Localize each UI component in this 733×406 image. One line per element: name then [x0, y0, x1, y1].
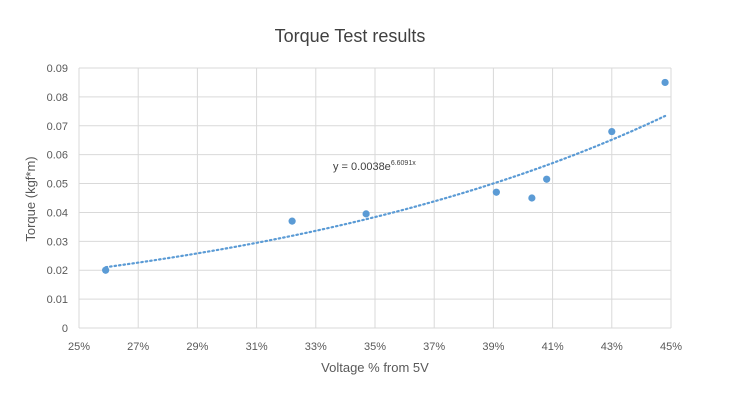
x-tick-label: 31%	[246, 341, 268, 353]
y-tick-label: 0	[62, 323, 68, 335]
data-point	[661, 78, 669, 87]
y-tick-label: 0.08	[47, 92, 68, 104]
x-tick-label: 43%	[601, 341, 623, 353]
x-axis-label: Voltage % from 5V	[321, 360, 429, 375]
x-tick-label: 25%	[68, 341, 90, 353]
x-tick-labels: 25% 27% 29% 31% 33% 35% 37% 39% 41% 43% 45%	[68, 341, 682, 353]
y-tick-label: 0.06	[47, 150, 68, 162]
data-point	[528, 194, 536, 202]
y-tick-label: 0.04	[47, 207, 68, 219]
data-point	[543, 175, 551, 183]
points-layer	[102, 78, 669, 274]
chart-title: Torque Test results	[275, 26, 426, 46]
x-tick-label: 41%	[542, 341, 564, 353]
data-point	[492, 188, 500, 196]
x-tick-label: 29%	[186, 341, 208, 353]
x-tick-label: 45%	[660, 341, 682, 353]
y-tick-label: 0.02	[47, 265, 68, 277]
x-tick-label: 27%	[127, 341, 149, 353]
data-point	[102, 266, 110, 274]
gridlines	[78, 67, 672, 329]
y-tick-label: 0.05	[47, 179, 68, 191]
x-tick-label: 35%	[364, 341, 386, 353]
data-point	[362, 210, 370, 218]
trendline-equation-exponent: 6.6091x	[391, 160, 416, 167]
data-point	[608, 127, 616, 136]
x-tick-label: 37%	[423, 341, 445, 353]
trendline-equation: y = 0.0038e6.6091x	[333, 160, 416, 173]
data-point	[288, 217, 296, 225]
y-axis-label: Torque (kgf*m)	[23, 156, 38, 241]
trendline-equation-base: y = 0.0038e	[333, 161, 391, 173]
x-tick-label: 39%	[482, 341, 504, 353]
y-tick-labels: 0 0.01 0.02 0.03 0.04 0.05 0.06 0.07 0.08 0.09	[47, 63, 68, 335]
trendline	[104, 114, 667, 269]
y-tick-label: 0.07	[47, 121, 68, 133]
y-tick-label: 0.03	[47, 236, 68, 248]
trendline-layer	[104, 114, 667, 269]
y-tick-label: 0.09	[47, 63, 68, 75]
x-tick-label: 33%	[305, 341, 327, 353]
y-tick-label: 0.01	[47, 294, 68, 306]
